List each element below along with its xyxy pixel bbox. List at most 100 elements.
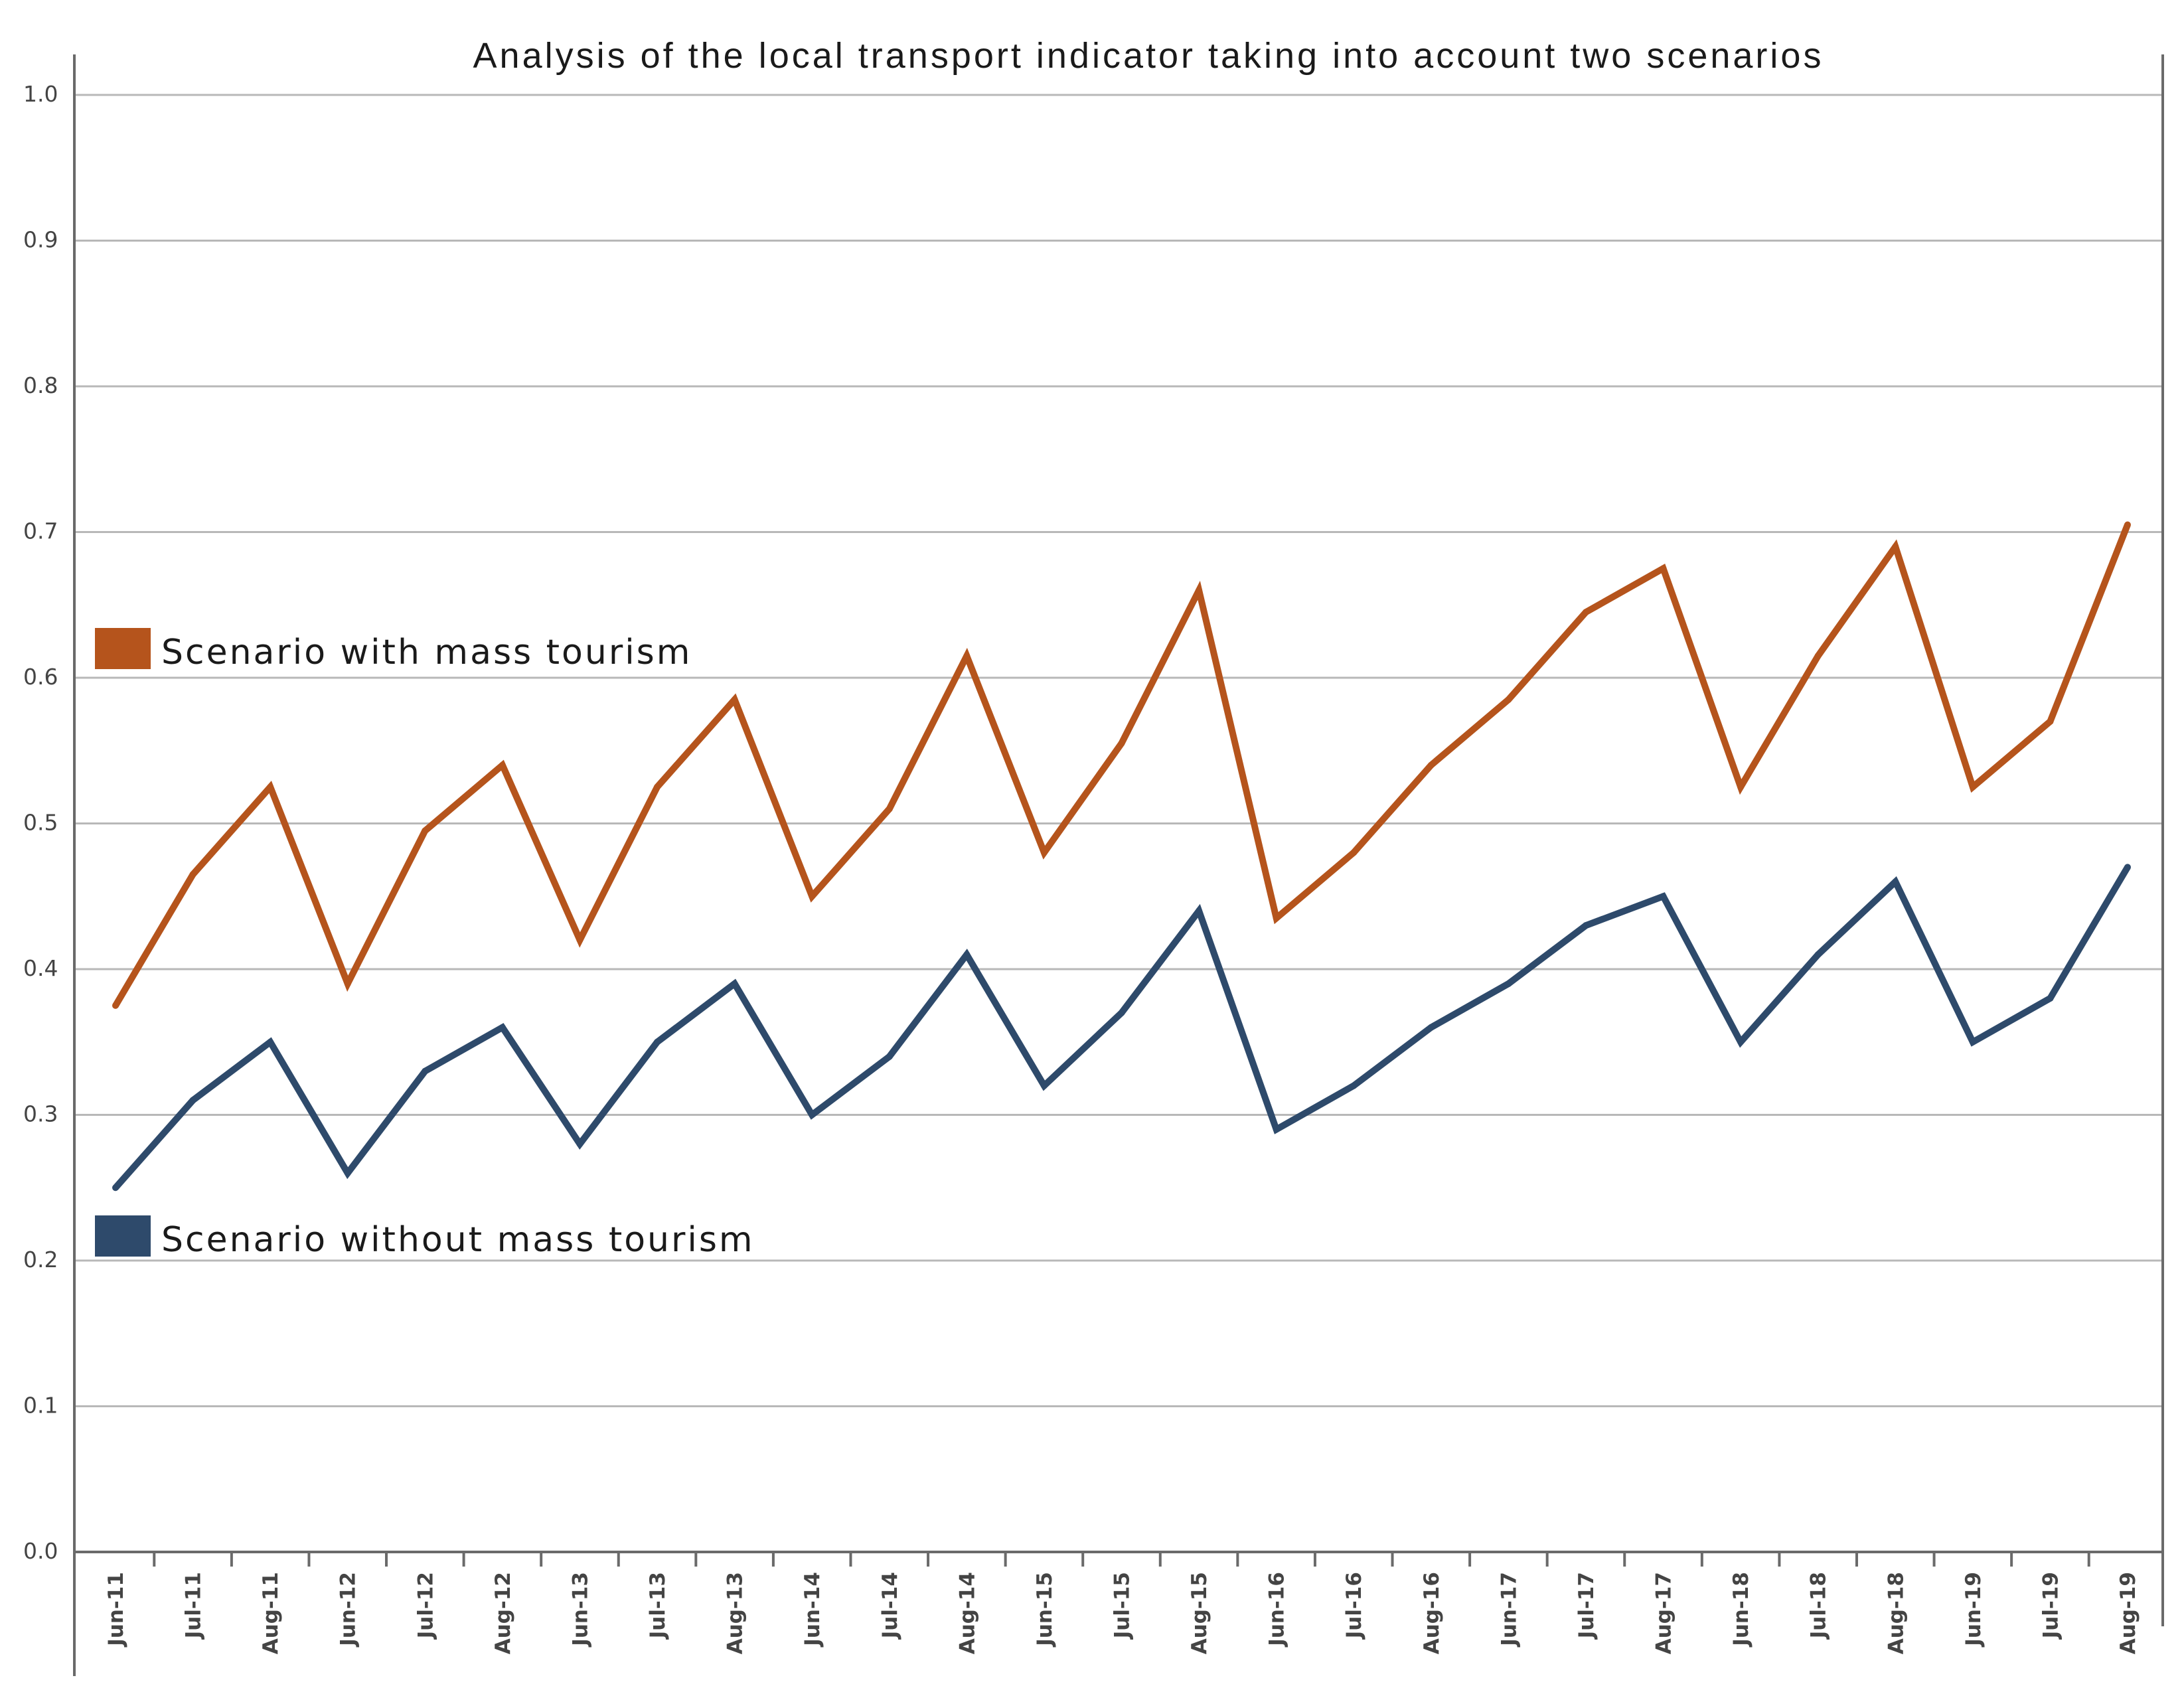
y-tick-label: 0.2 <box>23 1247 58 1273</box>
y-tick-label: 1.0 <box>23 81 58 107</box>
data-point <box>963 951 971 959</box>
data-point <box>189 1097 196 1104</box>
data-point <box>1427 1024 1435 1031</box>
data-point <box>189 871 196 878</box>
x-tick-label: Jul-19 <box>2039 1572 2063 1640</box>
data-point <box>654 783 661 791</box>
data-point <box>1196 587 1203 594</box>
data-point <box>1969 1038 1976 1045</box>
chart-title: Analysis of the local transport indicato… <box>473 36 1824 76</box>
y-tick-label: 0.6 <box>23 664 58 690</box>
x-tick-label: Jun-11 <box>104 1572 128 1648</box>
y-tick-label: 0.0 <box>23 1538 58 1564</box>
x-tick-label: Aug-16 <box>1420 1572 1444 1654</box>
data-point <box>1737 783 1745 791</box>
x-tick-label: Jun-12 <box>337 1572 360 1648</box>
x-tick-label: Jul-15 <box>1111 1572 1134 1640</box>
data-point <box>344 980 351 987</box>
data-point <box>112 1184 119 1192</box>
data-point <box>344 1170 351 1177</box>
data-point <box>422 827 429 834</box>
x-tick-label: Aug-19 <box>2116 1572 2140 1654</box>
data-point <box>1814 951 1822 959</box>
data-point <box>963 653 971 660</box>
data-point <box>267 1038 274 1045</box>
data-point <box>1660 893 1667 900</box>
x-tick-label: Jul-13 <box>646 1572 670 1640</box>
data-point <box>1505 696 1512 703</box>
data-point <box>2124 864 2131 871</box>
y-tick-label: 0.8 <box>23 372 58 398</box>
x-tick-label: Jul-14 <box>878 1572 902 1640</box>
data-point <box>731 980 738 987</box>
y-tick-label: 0.3 <box>23 1101 58 1127</box>
x-tick-label: Jun-14 <box>801 1572 824 1648</box>
x-tick-label: Jun-18 <box>1729 1572 1753 1648</box>
data-point <box>576 937 584 944</box>
x-tick-label: Jul-18 <box>1807 1572 1831 1640</box>
x-tick-label: Jun-19 <box>1962 1572 1986 1648</box>
data-point <box>1273 1126 1280 1133</box>
y-tick-label: 0.5 <box>23 810 58 836</box>
x-tick-label: Jul-17 <box>1575 1572 1599 1640</box>
x-tick-label: Aug-13 <box>724 1572 747 1654</box>
data-point <box>1969 783 1976 791</box>
y-tick-label: 0.7 <box>23 518 58 544</box>
x-tick-label: Aug-12 <box>491 1572 515 1654</box>
y-tick-label: 0.9 <box>23 227 58 253</box>
data-point <box>1118 739 1125 747</box>
x-tick-label: Aug-18 <box>1884 1572 1908 1654</box>
x-tick-label: Aug-17 <box>1652 1572 1676 1654</box>
x-tick-label: Jul-12 <box>414 1572 437 1640</box>
axes <box>73 54 2164 1676</box>
x-tick-label: Jul-16 <box>1342 1572 1366 1640</box>
data-point <box>1040 849 1048 856</box>
data-point <box>2124 521 2131 528</box>
data-point <box>1350 849 1358 856</box>
legend-swatch <box>95 628 151 669</box>
data-point <box>576 1140 584 1148</box>
legend-swatch <box>95 1215 151 1257</box>
data-point <box>1892 543 1899 550</box>
data-point <box>809 1111 816 1119</box>
data-point <box>422 1067 429 1075</box>
x-tick-label: Aug-11 <box>259 1572 283 1654</box>
data-point <box>886 805 893 812</box>
data-point <box>112 1002 119 1009</box>
data-point <box>1273 915 1280 922</box>
gridlines <box>74 94 2163 1553</box>
data-point <box>1892 878 1899 886</box>
y-axis-ticks: 0.0 0.1 0.2 0.3 0.4 0.5 0.6 0.7 0.8 0.9 1.0 <box>23 81 58 1564</box>
x-tick-label: Aug-15 <box>1188 1572 1211 1654</box>
data-point <box>1427 761 1435 769</box>
data-point <box>499 761 506 769</box>
data-point <box>2047 718 2054 725</box>
series-line-without-mass-tourism <box>113 865 2131 1190</box>
legend-label: Scenario with mass tourism <box>161 633 692 672</box>
data-point <box>499 1024 506 1031</box>
x-tick-label: Jun-15 <box>1033 1572 1057 1648</box>
y-tick-label: 0.1 <box>23 1393 58 1419</box>
data-point <box>1350 1082 1358 1089</box>
data-point <box>1196 907 1203 915</box>
data-point <box>1582 922 1589 929</box>
series-lines <box>112 521 2131 1192</box>
y-tick-label: 0.4 <box>23 955 58 981</box>
x-tick-label: Aug-14 <box>955 1572 979 1654</box>
x-tick-label: Jun-13 <box>568 1572 592 1648</box>
data-point <box>1814 653 1822 660</box>
data-point <box>1118 1009 1125 1016</box>
data-point <box>1737 1038 1745 1045</box>
legend: Scenario with mass tourism Scenario witho… <box>95 628 755 1260</box>
data-point <box>731 696 738 703</box>
legend-label: Scenario without mass tourism <box>161 1220 755 1260</box>
x-axis-ticks: Jun-11 Jul-11 Aug-11 Jun-12 Jul-12 Aug-12 Jun-… <box>104 1572 2140 1654</box>
data-point <box>654 1038 661 1045</box>
x-tick-label: Jul-11 <box>182 1572 206 1640</box>
series-line-with-mass-tourism <box>112 523 2131 1008</box>
x-tick-label: Jun-16 <box>1265 1572 1289 1648</box>
data-point <box>1505 980 1512 987</box>
data-point <box>886 1053 893 1060</box>
data-point <box>1582 609 1589 616</box>
